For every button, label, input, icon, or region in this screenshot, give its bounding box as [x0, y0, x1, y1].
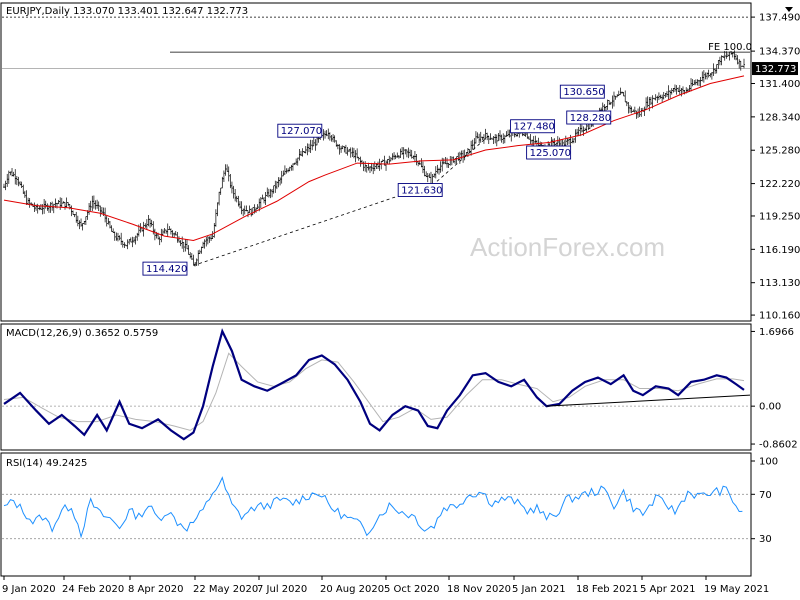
- last-price-tag: 132.773: [752, 62, 798, 76]
- candle: [743, 58, 745, 69]
- price-tick-label: 128.340: [759, 112, 800, 123]
- x-tick-label: 5 Jan 2021: [512, 584, 566, 595]
- svg-text:121.630: 121.630: [401, 186, 442, 197]
- svg-text:127.070: 127.070: [281, 126, 322, 137]
- fe-100-label: FE 100.0: [708, 42, 752, 53]
- price-tick-label: 119.250: [759, 211, 800, 222]
- x-tick-label: 18 Nov 2020: [447, 584, 511, 595]
- price-annotation: 121.630: [397, 183, 443, 197]
- svg-text:130.650: 130.650: [563, 87, 604, 98]
- x-tick-label: 7 Jul 2020: [257, 584, 307, 595]
- macd-title: MACD(12,26,9) 0.3652 0.5759: [6, 328, 158, 339]
- price-annotation: 114.420: [142, 261, 188, 276]
- watermark: ActionForex.com: [470, 232, 665, 262]
- price-tick-label: 131.400: [759, 79, 800, 90]
- x-tick-label: 20 Aug 2020: [320, 584, 384, 595]
- rsi-pane-border: [0, 452, 752, 577]
- price-tick-label: 113.130: [759, 278, 800, 289]
- x-tick-label: 5 Oct 2020: [384, 584, 439, 595]
- macd-main-line: [3, 328, 745, 441]
- price-title: EURJPY,Daily 133.070 133.401 132.647 132…: [6, 6, 248, 17]
- macd-trendline: [546, 394, 751, 407]
- chart-menu-triangle-icon[interactable]: [785, 7, 793, 12]
- price-tick-label: 125.280: [759, 146, 800, 157]
- price-tick-label: 122.220: [759, 179, 800, 190]
- price-tick-label: 137.490: [759, 13, 800, 24]
- price-tick-label: 116.190: [759, 245, 800, 256]
- rsi-y-axis: 100 70 30: [751, 457, 778, 545]
- macd-tick-label: 0.00: [759, 402, 781, 413]
- price-annotation: 127.070: [277, 123, 323, 138]
- macd-y-axis: 1.6966 0.00 -0.8602: [751, 327, 798, 451]
- rsi-tick-label: 100: [759, 457, 778, 468]
- price-tick-label: 134.370: [759, 47, 800, 58]
- price-annotation: 127.480: [510, 119, 556, 134]
- price-pane-border: [0, 2, 752, 322]
- last-price-value: 132.773: [755, 64, 796, 75]
- macd-pane: MACD(12,26,9) 0.3652 0.5759 1.6966 0.00 -0…: [0, 323, 798, 451]
- x-tick-label: 9 Jan 2020: [2, 584, 56, 595]
- price-tick-label: 110.160: [759, 311, 800, 322]
- rsi-grid: [2, 493, 750, 540]
- price-annotations: 114.420 127.070 121.630 127.480 125.070 130.6…: [142, 84, 612, 276]
- rsi-title: RSI(14) 49.2425: [6, 458, 87, 469]
- macd-tick-label: -0.8602: [759, 440, 798, 451]
- rsi-tick-label: 70: [759, 490, 772, 501]
- moving-average-line: [3, 75, 745, 242]
- macd-tick-label: 1.6966: [759, 327, 794, 338]
- x-tick-label: 19 May 2021: [704, 584, 769, 595]
- svg-text:128.280: 128.280: [570, 113, 611, 124]
- x-tick-label: 24 Feb 2020: [62, 584, 124, 595]
- svg-text:125.070: 125.070: [530, 148, 571, 159]
- macd-pane-border: [0, 323, 752, 451]
- x-tick-label: 22 May 2020: [193, 584, 258, 595]
- x-tick-label: 18 Feb 2021: [576, 584, 638, 595]
- svg-text:127.480: 127.480: [514, 122, 555, 133]
- price-y-axis: 137.490 134.370 131.400 128.340 125.280 122.2…: [751, 13, 800, 322]
- price-candles: [3, 50, 745, 267]
- x-tick-label: 8 Apr 2020: [128, 584, 183, 595]
- rsi-line: [3, 476, 743, 539]
- price-annotation: 130.650: [559, 84, 605, 99]
- price-grid: [2, 16, 750, 69]
- x-tick-label: 5 Apr 2021: [640, 584, 695, 595]
- svg-text:114.420: 114.420: [146, 264, 187, 275]
- price-annotation: 125.070: [526, 145, 572, 160]
- rsi-pane: RSI(14) 49.2425 100 70 30: [0, 452, 778, 577]
- price-pane: ActionForex.com FE 100.0 114.420127.0701…: [0, 2, 800, 322]
- price-annotation: 128.280: [566, 110, 612, 125]
- x-axis: 9 Jan 2020 24 Feb 2020 8 Apr 2020 22 May 20…: [2, 576, 769, 595]
- rsi-tick-label: 30: [759, 534, 772, 545]
